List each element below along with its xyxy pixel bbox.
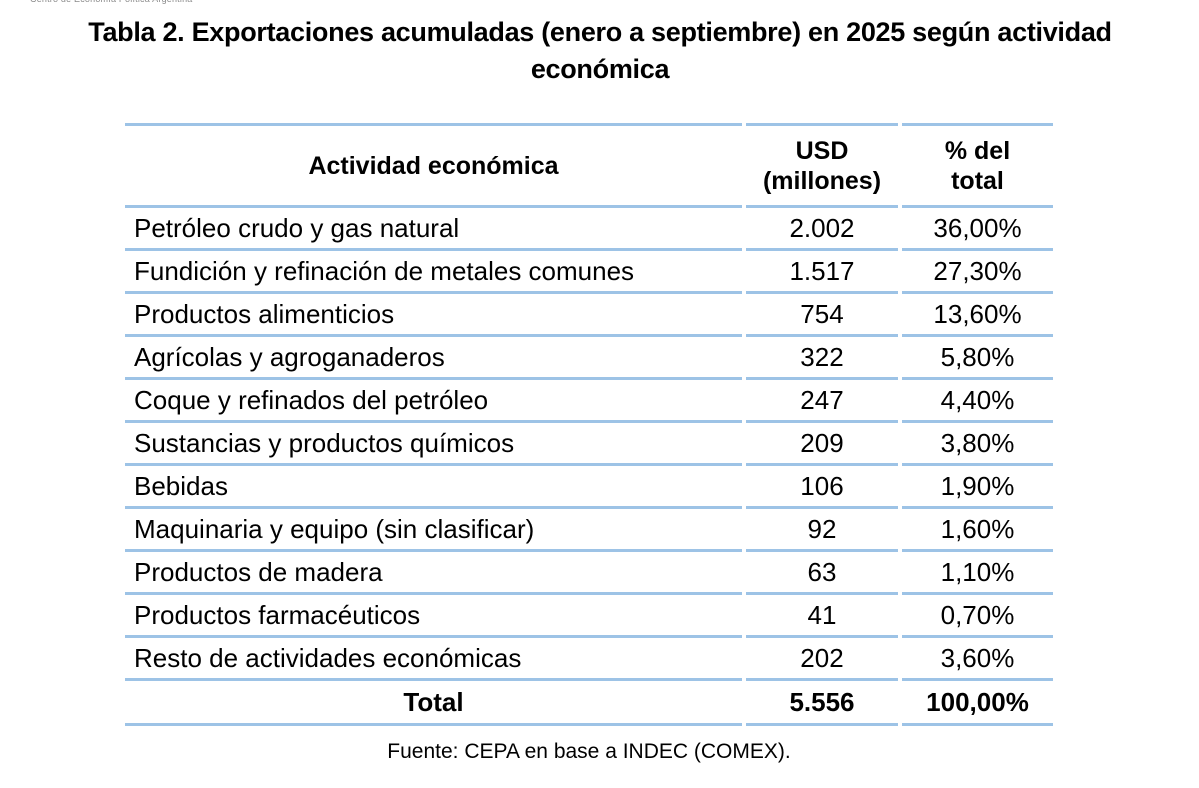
activity-cell: Agrícolas y agroganaderos <box>125 334 742 377</box>
activity-cell: Sustancias y productos químicos <box>125 420 742 463</box>
activity-cell: Petróleo crudo y gas natural <box>125 205 742 248</box>
usd-cell: 106 <box>746 463 898 506</box>
usd-cell: 1.517 <box>746 248 898 291</box>
table-row: Petróleo crudo y gas natural 2.002 36,00… <box>125 205 1053 248</box>
activity-cell: Productos alimenticios <box>125 291 742 334</box>
table-row: Productos de madera 63 1,10% <box>125 549 1053 592</box>
source-note: Fuente: CEPA en base a INDEC (COMEX). <box>387 740 791 763</box>
table-row: Sustancias y productos químicos 209 3,80… <box>125 420 1053 463</box>
usd-cell: 754 <box>746 291 898 334</box>
usd-cell: 63 <box>746 549 898 592</box>
table-row: Productos farmacéuticos 41 0,70% <box>125 592 1053 635</box>
usd-cell: 247 <box>746 377 898 420</box>
table-row: Resto de actividades económicas 202 3,60… <box>125 635 1053 678</box>
usd-cell: 202 <box>746 635 898 678</box>
header-usd-line1: USD <box>795 136 849 165</box>
total-usd-cell: 5.556 <box>746 678 898 726</box>
pct-cell: 1,10% <box>902 549 1053 592</box>
pct-cell: 1,60% <box>902 506 1053 549</box>
pct-cell: 4,40% <box>902 377 1053 420</box>
pct-cell: 1,90% <box>902 463 1053 506</box>
usd-cell: 322 <box>746 334 898 377</box>
activity-cell: Bebidas <box>125 463 742 506</box>
total-label-cell: Total <box>125 678 742 726</box>
table-row: Maquinaria y equipo (sin clasificar) 92 … <box>125 506 1053 549</box>
pct-cell: 13,60% <box>902 291 1053 334</box>
usd-cell: 2.002 <box>746 205 898 248</box>
activity-cell: Productos de madera <box>125 549 742 592</box>
exports-table: Actividad económica USD (millones) % del… <box>125 123 1053 726</box>
table-row: Productos alimenticios 754 13,60% <box>125 291 1053 334</box>
pct-cell: 3,80% <box>902 420 1053 463</box>
activity-cell: Fundición y refinación de metales comune… <box>125 248 742 291</box>
usd-cell: 92 <box>746 506 898 549</box>
usd-cell: 41 <box>746 592 898 635</box>
org-watermark-text: Centro de Economía Política Argentina <box>30 0 250 4</box>
header-usd-line2: (millones) <box>762 166 882 195</box>
activity-cell: Coque y refinados del petróleo <box>125 377 742 420</box>
header-pct-line1: % del <box>944 136 1011 165</box>
header-activity: Actividad económica <box>125 123 742 205</box>
table-total-row: Total 5.556 100,00% <box>125 678 1053 726</box>
table-header-row: Actividad económica USD (millones) % del… <box>125 123 1053 205</box>
table-row: Fundición y refinación de metales comune… <box>125 248 1053 291</box>
org-watermark: Centro de Economía Política Argentina <box>30 0 250 4</box>
header-pct-line2: total <box>951 166 1004 195</box>
pct-cell: 36,00% <box>902 205 1053 248</box>
table-row: Agrícolas y agroganaderos 322 5,80% <box>125 334 1053 377</box>
activity-cell: Resto de actividades económicas <box>125 635 742 678</box>
page-title: Tabla 2. Exportaciones acumuladas (enero… <box>88 17 1112 84</box>
activity-cell: Maquinaria y equipo (sin clasificar) <box>125 506 742 549</box>
pct-cell: 27,30% <box>902 248 1053 291</box>
header-pct: % del total <box>902 123 1053 205</box>
table-row: Bebidas 106 1,90% <box>125 463 1053 506</box>
header-usd: USD (millones) <box>746 123 898 205</box>
activity-cell: Productos farmacéuticos <box>125 592 742 635</box>
pct-cell: 0,70% <box>902 592 1053 635</box>
pct-cell: 5,80% <box>902 334 1053 377</box>
total-pct-cell: 100,00% <box>902 678 1053 726</box>
table-row: Coque y refinados del petróleo 247 4,40% <box>125 377 1053 420</box>
pct-cell: 3,60% <box>902 635 1053 678</box>
usd-cell: 209 <box>746 420 898 463</box>
